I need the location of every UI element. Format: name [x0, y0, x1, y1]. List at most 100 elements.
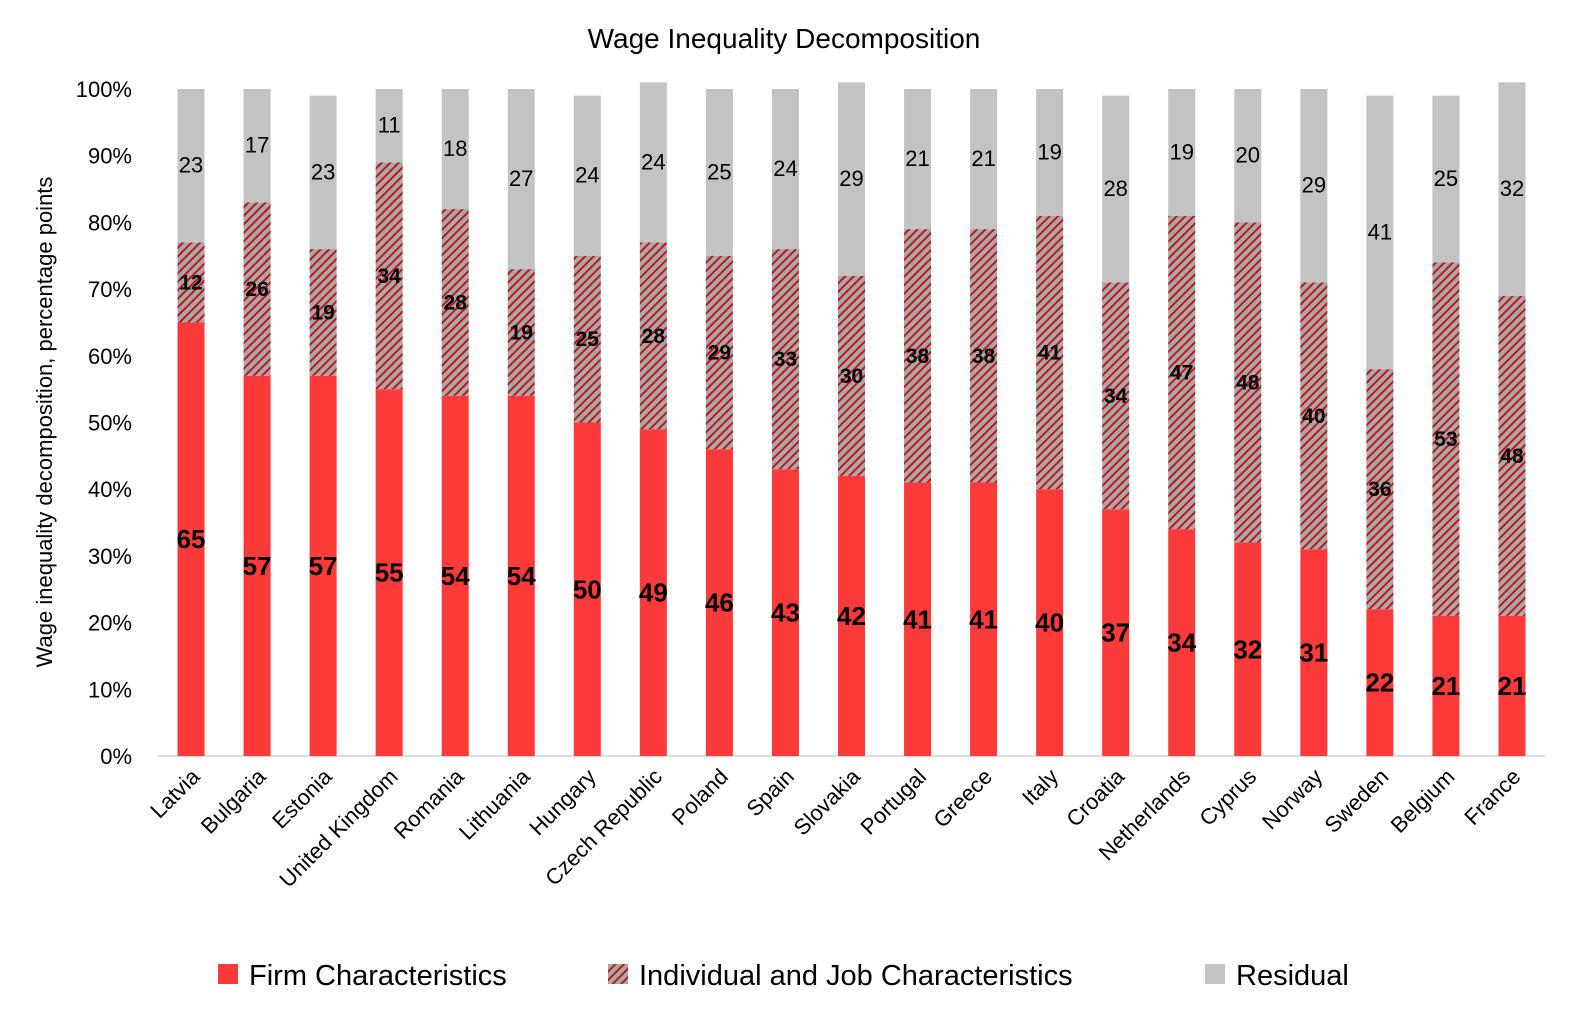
data-label: 40: [1302, 405, 1325, 428]
bar-segment-individual-and-job-characteristics: [1036, 215, 1064, 490]
bar-segment-firm-characteristics: [507, 395, 535, 756]
data-label: 40: [1035, 608, 1064, 638]
data-label: 41: [903, 604, 932, 634]
data-label: 20: [1236, 143, 1260, 168]
bar-segment-individual-and-job-characteristics: [639, 242, 667, 430]
data-label: 29: [1302, 173, 1326, 198]
bar-segment-individual-and-job-characteristics: [177, 242, 205, 323]
bar-segment-individual-and-job-characteristics: [243, 202, 271, 376]
bar-segment-firm-characteristics: [639, 429, 667, 756]
y-tick-label: 60%: [88, 344, 132, 369]
bar-segment-residual: [1234, 89, 1262, 223]
bar-segment-residual: [771, 89, 799, 250]
data-label: 38: [906, 345, 930, 368]
y-tick-label: 10%: [88, 677, 132, 702]
data-label: 41: [969, 604, 998, 634]
data-label: 25: [707, 159, 731, 184]
data-label: 19: [311, 301, 334, 324]
bar-segment-residual: [1498, 82, 1526, 296]
bar-segment-individual-and-job-characteristics: [375, 162, 403, 390]
x-tick-label: Greece: [928, 764, 997, 833]
data-label: 28: [642, 325, 666, 348]
bar-segment-residual: [573, 95, 601, 256]
bar-segment-residual: [1432, 95, 1460, 263]
data-label: 21: [1431, 671, 1460, 701]
data-label: 34: [1167, 628, 1196, 658]
bar-segment-residual: [309, 95, 337, 250]
y-tick-label: 100%: [76, 77, 132, 102]
x-tick-label: Poland: [667, 764, 733, 830]
data-label: 36: [1368, 478, 1391, 501]
bar-segment-individual-and-job-characteristics: [771, 249, 799, 470]
data-label: 28: [1103, 176, 1127, 201]
bar-segment-firm-characteristics: [309, 375, 337, 756]
data-label: 65: [177, 524, 206, 554]
legend-swatch: [218, 964, 238, 984]
data-label: 26: [245, 278, 268, 301]
data-label: 48: [1500, 445, 1524, 468]
bar-segment-firm-characteristics: [177, 322, 205, 756]
bar-segment-individual-and-job-characteristics: [1366, 369, 1394, 610]
bar-segment-individual-and-job-characteristics: [1498, 295, 1526, 616]
bar-segment-residual: [838, 82, 865, 276]
data-label: 57: [243, 551, 272, 581]
bar-segment-individual-and-job-characteristics: [1432, 262, 1460, 616]
data-label: 29: [839, 166, 863, 191]
y-tick-label: 70%: [88, 277, 132, 302]
x-tick-label: Romania: [389, 763, 469, 843]
x-tick-label: Sweden: [1320, 764, 1394, 838]
bar-segment-firm-characteristics: [1300, 549, 1328, 756]
y-tick-label: 40%: [88, 477, 132, 502]
bar-segment-residual: [177, 89, 205, 243]
bar-segment-residual: [970, 89, 998, 230]
data-label: 41: [1368, 219, 1392, 244]
data-label: 38: [972, 345, 996, 368]
bar-segment-residual: [507, 89, 535, 270]
data-label: 29: [708, 341, 731, 364]
bar-segment-individual-and-job-characteristics: [970, 229, 998, 483]
data-label: 23: [311, 159, 335, 184]
bar-segment-firm-characteristics: [904, 482, 932, 756]
legend-item: Residual: [1205, 960, 1349, 992]
data-label: 43: [771, 598, 800, 628]
data-label: 23: [179, 153, 203, 178]
bar-segment-residual: [1168, 89, 1196, 216]
data-label: 54: [441, 561, 470, 591]
bar-segment-residual: [1102, 95, 1130, 283]
data-label: 21: [905, 146, 929, 171]
data-label: 27: [509, 166, 533, 191]
data-label: 24: [575, 163, 599, 188]
bar-segment-individual-and-job-characteristics: [441, 209, 469, 396]
x-tick-label: Lithuania: [454, 763, 535, 844]
bar-segment-residual: [639, 82, 667, 243]
x-tick-label: France: [1459, 764, 1525, 830]
data-label: 19: [1169, 139, 1193, 164]
bar-segment-firm-characteristics: [1498, 615, 1526, 756]
bar-segment-firm-characteristics: [970, 482, 998, 756]
bar-segment-individual-and-job-characteristics: [1300, 282, 1328, 550]
bar-segment-residual: [1036, 89, 1064, 216]
x-tick-label: United Kingdom: [274, 764, 402, 892]
x-tick-label: Bulgaria: [196, 763, 271, 838]
bar-segment-individual-and-job-characteristics: [1102, 282, 1130, 510]
bar-segment-firm-characteristics: [1102, 509, 1130, 756]
data-label: 32: [1500, 176, 1524, 201]
legend-item: Firm Characteristics: [218, 960, 507, 992]
bar-segment-residual: [441, 89, 469, 210]
data-label: 22: [1365, 668, 1394, 698]
data-label: 53: [1434, 428, 1457, 451]
data-label: 47: [1170, 361, 1193, 384]
bar-segment-residual: [1366, 95, 1394, 370]
bar-segment-individual-and-job-characteristics: [573, 255, 601, 423]
x-tick-label: Slovakia: [789, 763, 866, 840]
data-label: 18: [443, 136, 467, 161]
data-label: 34: [377, 265, 401, 288]
data-label: 12: [179, 271, 202, 294]
bar-segment-firm-characteristics: [838, 475, 865, 756]
data-label: 28: [444, 291, 468, 314]
data-label: 50: [573, 574, 602, 604]
bar-segment-firm-characteristics: [1168, 529, 1196, 756]
y-axis-label: Wage inequality decomposition, percentag…: [32, 177, 57, 668]
